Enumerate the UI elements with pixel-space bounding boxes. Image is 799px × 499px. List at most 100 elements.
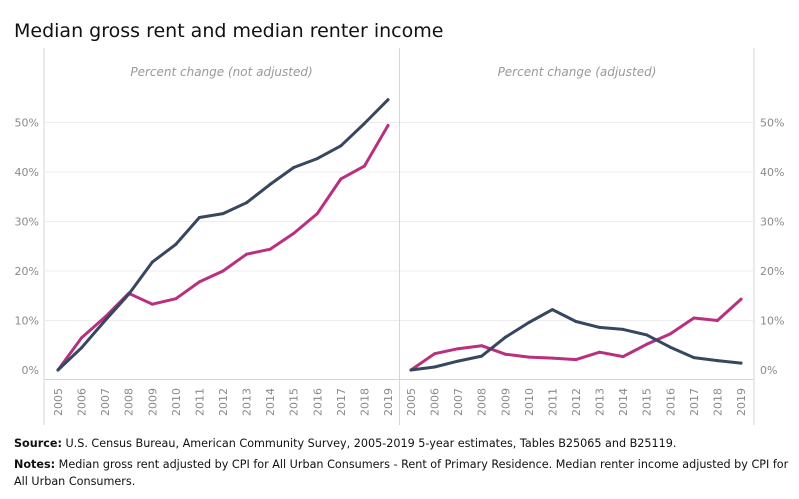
data-point-renter-income	[197, 280, 201, 284]
data-point-renter-income	[550, 356, 554, 360]
data-point-gross-rent	[550, 308, 554, 312]
data-point-renter-income	[503, 352, 507, 356]
data-point-renter-income	[433, 352, 437, 356]
x-tick-label: 2006	[429, 388, 442, 416]
x-tick-label: 2014	[617, 388, 630, 416]
data-point-renter-income	[386, 124, 390, 127]
data-point-gross-rent	[80, 346, 84, 350]
data-point-renter-income	[645, 342, 649, 346]
data-point-gross-rent	[339, 144, 343, 148]
x-tick-label: 2006	[76, 388, 89, 416]
y-tick-label: 50%	[15, 117, 39, 130]
data-point-gross-rent	[527, 321, 531, 324]
y-tick-label: 50%	[760, 117, 784, 130]
data-point-renter-income	[292, 231, 296, 235]
series-line-gross-rent	[56, 98, 390, 372]
data-point-renter-income	[362, 164, 366, 168]
x-tick-label: 2013	[594, 388, 607, 416]
x-tick-label: 2009	[499, 388, 512, 416]
notes-text: Median gross rent adjusted by CPI for Al…	[14, 458, 789, 488]
x-tick-label: 2017	[688, 388, 701, 416]
data-point-gross-rent	[245, 201, 249, 205]
data-point-gross-rent	[56, 368, 60, 372]
data-point-renter-income	[315, 212, 319, 216]
data-point-gross-rent	[574, 320, 578, 323]
data-point-renter-income	[268, 247, 272, 251]
data-point-renter-income	[456, 347, 460, 351]
data-point-renter-income	[692, 316, 696, 320]
x-tick-label: 2010	[170, 388, 183, 416]
data-point-renter-income	[668, 332, 672, 336]
x-tick-label: 2010	[523, 388, 536, 416]
x-tick-label: 2015	[641, 388, 654, 416]
y-tick-label: 40%	[760, 166, 784, 179]
data-point-renter-income	[715, 319, 719, 322]
panel-title: Percent change (adjusted)	[498, 65, 657, 79]
data-point-renter-income	[739, 297, 743, 301]
x-tick-label: 2008	[476, 388, 489, 416]
x-tick-label: 2014	[264, 388, 277, 416]
data-point-gross-rent	[668, 345, 672, 349]
data-point-gross-rent	[103, 319, 107, 322]
data-point-renter-income	[339, 177, 343, 181]
x-tick-label: 2012	[217, 388, 230, 416]
data-point-renter-income	[174, 297, 178, 301]
data-point-renter-income	[480, 344, 484, 348]
y-tick-label: 0%	[760, 364, 777, 377]
notes-label: Notes:	[14, 458, 56, 471]
data-point-gross-rent	[197, 216, 201, 219]
x-tick-label: 2016	[664, 388, 677, 416]
y-tick-label: 10%	[15, 315, 39, 328]
data-point-gross-rent	[409, 368, 413, 372]
data-point-gross-rent	[268, 182, 272, 186]
x-tick-label: 2011	[193, 388, 206, 416]
data-point-gross-rent	[362, 122, 366, 125]
y-tick-label: 30%	[760, 216, 784, 229]
data-point-gross-rent	[127, 292, 131, 296]
data-point-renter-income	[80, 336, 84, 340]
x-tick-label: 2007	[452, 388, 465, 416]
y-tick-label: 20%	[15, 265, 39, 278]
series-line-renter-income	[56, 124, 390, 372]
data-point-gross-rent	[221, 212, 225, 216]
data-point-gross-rent	[480, 354, 484, 358]
data-point-gross-rent	[174, 242, 178, 246]
data-point-renter-income	[621, 355, 625, 359]
data-point-gross-rent	[315, 157, 319, 161]
x-tick-label: 2011	[546, 388, 559, 416]
data-point-gross-rent	[621, 327, 625, 331]
y-tick-label: 20%	[760, 265, 784, 278]
source-text: U.S. Census Bureau, American Community S…	[61, 437, 677, 450]
data-point-renter-income	[598, 350, 602, 354]
x-tick-label: 2009	[146, 388, 159, 416]
data-point-gross-rent	[150, 260, 154, 264]
x-tick-label: 2012	[570, 388, 583, 416]
data-point-gross-rent	[386, 98, 390, 102]
x-tick-label: 2007	[99, 388, 112, 416]
data-point-renter-income	[527, 355, 531, 359]
data-point-renter-income	[221, 269, 225, 273]
data-point-gross-rent	[433, 365, 437, 369]
chart-title: Median gross rent and median renter inco…	[14, 20, 444, 42]
data-point-gross-rent	[692, 356, 696, 360]
y-tick-label: 10%	[760, 315, 784, 328]
data-point-gross-rent	[456, 359, 460, 363]
data-point-renter-income	[574, 358, 578, 362]
x-tick-label: 2018	[358, 388, 371, 416]
data-point-gross-rent	[292, 166, 296, 169]
data-point-gross-rent	[645, 333, 649, 337]
x-tick-label: 2019	[382, 388, 395, 416]
x-tick-label: 2008	[123, 388, 136, 416]
data-point-gross-rent	[503, 335, 507, 339]
x-tick-label: 2015	[288, 388, 301, 416]
y-tick-label: 30%	[15, 216, 39, 229]
y-tick-label: 0%	[22, 364, 39, 377]
data-point-gross-rent	[715, 359, 719, 363]
x-tick-label: 2019	[735, 388, 748, 416]
x-tick-label: 2013	[241, 388, 254, 416]
x-tick-label: 2017	[335, 388, 348, 416]
y-tick-label: 40%	[15, 166, 39, 179]
data-point-renter-income	[245, 252, 249, 256]
x-tick-label: 2018	[711, 388, 724, 416]
source-note: Source: U.S. Census Bureau, American Com…	[14, 435, 789, 452]
